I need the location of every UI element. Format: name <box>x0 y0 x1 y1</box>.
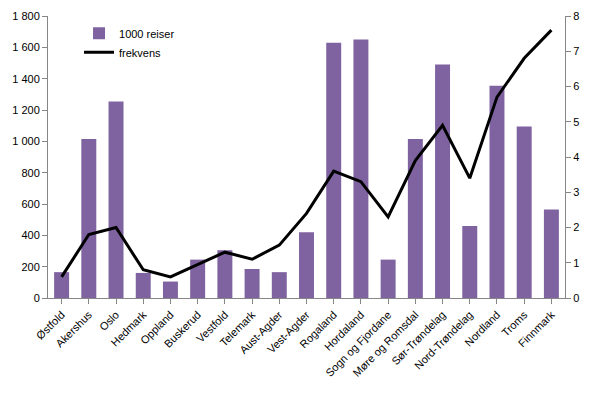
svg-text:6: 6 <box>573 80 579 92</box>
svg-text:200: 200 <box>21 261 39 273</box>
svg-text:Finnmark: Finnmark <box>516 308 557 349</box>
svg-text:Oppland: Oppland <box>138 309 176 347</box>
svg-text:1 000: 1 000 <box>12 135 40 147</box>
svg-text:Buskerud: Buskerud <box>162 309 203 350</box>
svg-text:Akershus: Akershus <box>53 308 94 349</box>
svg-text:Sogn og Fjordane: Sogn og Fjordane <box>323 309 393 379</box>
svg-text:1: 1 <box>573 257 579 269</box>
svg-text:1 400: 1 400 <box>12 73 40 85</box>
svg-text:1 600: 1 600 <box>12 41 40 53</box>
svg-text:Møre og Romsdal: Møre og Romsdal <box>350 309 420 379</box>
svg-text:Vestfold: Vestfold <box>194 309 230 345</box>
svg-text:3: 3 <box>573 186 579 198</box>
svg-text:Hordaland: Hordaland <box>322 309 366 353</box>
svg-text:Østfold: Østfold <box>34 309 67 342</box>
svg-text:5: 5 <box>573 116 579 128</box>
svg-text:7: 7 <box>573 45 579 57</box>
svg-text:1 800: 1 800 <box>12 10 40 22</box>
svg-text:0: 0 <box>34 292 40 304</box>
svg-text:Nord-Trøndelag: Nord-Trøndelag <box>412 309 475 372</box>
svg-text:1000 reiser: 1000 reiser <box>119 28 174 40</box>
svg-text:8: 8 <box>573 10 579 22</box>
svg-text:1 200: 1 200 <box>12 104 40 116</box>
svg-text:Aust-Agder: Aust-Agder <box>237 308 285 356</box>
svg-text:Sør-Trøndelag: Sør-Trøndelag <box>389 309 448 368</box>
svg-text:Vest-Agder: Vest-Agder <box>265 308 312 355</box>
svg-text:Nordland: Nordland <box>462 309 502 349</box>
svg-text:Oslo: Oslo <box>97 309 121 333</box>
svg-text:400: 400 <box>21 229 39 241</box>
svg-text:Troms: Troms <box>499 308 530 339</box>
svg-text:800: 800 <box>21 167 39 179</box>
svg-text:Telemark: Telemark <box>217 308 257 348</box>
svg-text:Rogaland: Rogaland <box>297 309 339 351</box>
svg-text:frekvens: frekvens <box>119 47 161 59</box>
svg-text:2: 2 <box>573 221 579 233</box>
svg-text:Hedmark: Hedmark <box>109 308 149 348</box>
svg-text:4: 4 <box>573 151 579 163</box>
svg-text:0: 0 <box>573 292 579 304</box>
svg-text:600: 600 <box>21 198 39 210</box>
